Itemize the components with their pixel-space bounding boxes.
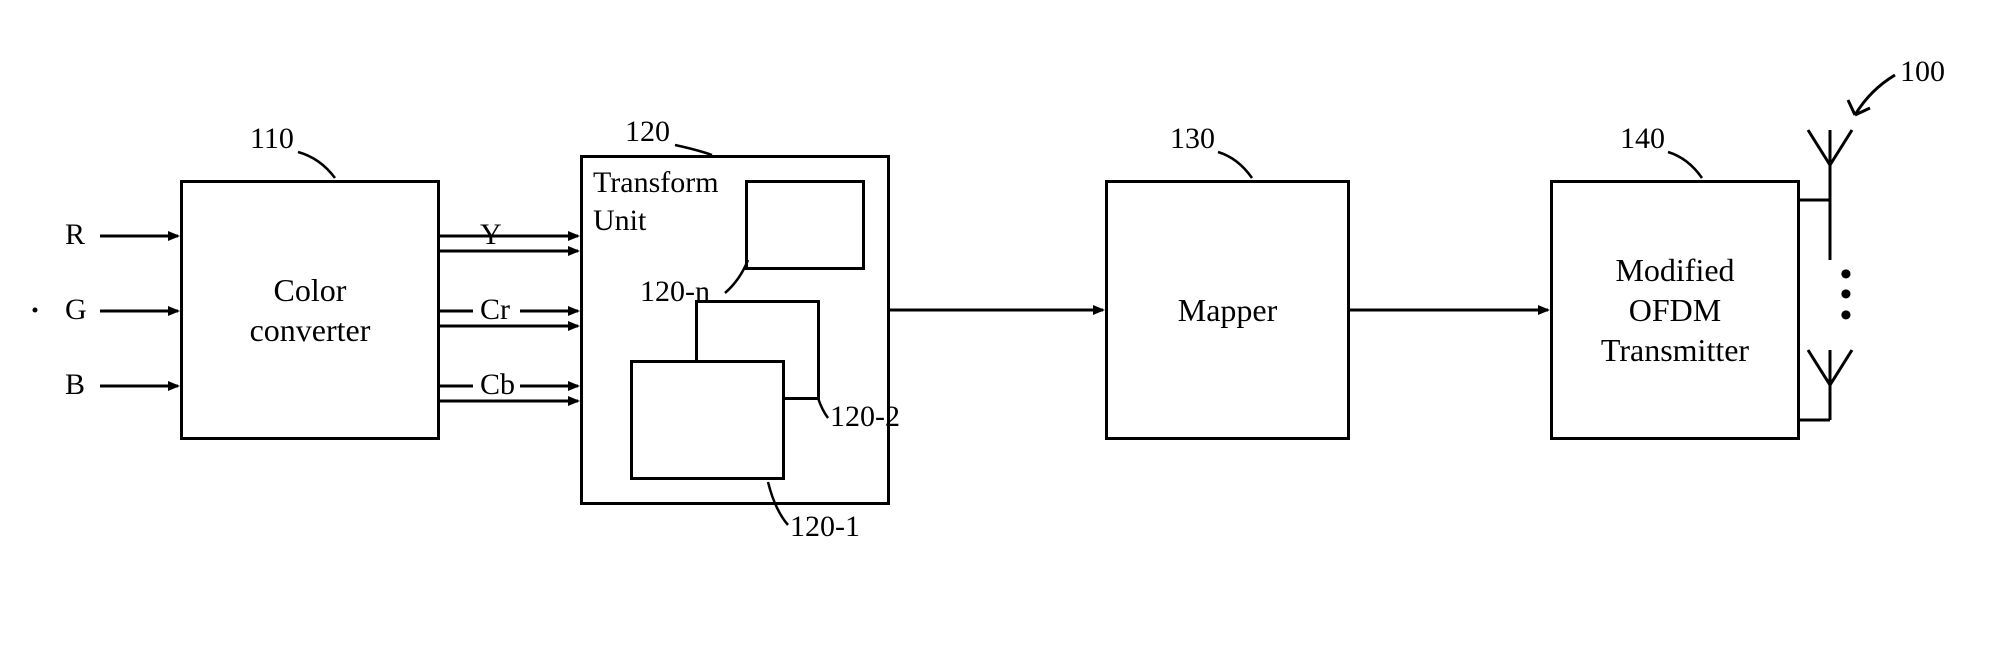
input-label-b: B [65,368,85,402]
signal-label-cr: Cr [480,293,510,327]
transform-unit-text: Transform Unit [593,164,719,239]
antenna-ellipsis-icon: ••• [1840,265,1854,326]
transmitter-ref: 140 [1620,122,1665,156]
block-diagram: R G B Color converter 110 Y Cr Cb Transf… [0,0,2000,666]
transmitter-block: Modified OFDM Transmitter [1550,180,1800,440]
signal-label-y: Y [480,218,502,252]
input-label-g: G [65,293,87,327]
color-converter-block: Color converter [180,180,440,440]
mapper-text: Mapper [1178,290,1278,330]
mapper-block: Mapper [1105,180,1350,440]
antenna-icon-top [1800,130,1852,200]
transform-sub-ref-n: 120-n [640,275,710,309]
color-converter-ref: 110 [250,122,294,156]
mapper-ref: 130 [1170,122,1215,156]
transform-sub-block-n [745,180,865,270]
transform-unit-ref: 120 [625,115,670,149]
input-label-r: R [65,218,85,252]
transform-sub-ref-2: 120-2 [830,400,900,434]
color-converter-text: Color converter [250,270,371,350]
transmitter-text: Modified OFDM Transmitter [1601,250,1749,370]
figure-ref-100: 100 [1900,55,1945,89]
signal-label-cb: Cb [480,368,515,402]
transform-sub-block-1 [630,360,785,480]
transform-sub-ref-1: 120-1 [790,510,860,544]
antenna-icon-bottom [1800,350,1852,420]
